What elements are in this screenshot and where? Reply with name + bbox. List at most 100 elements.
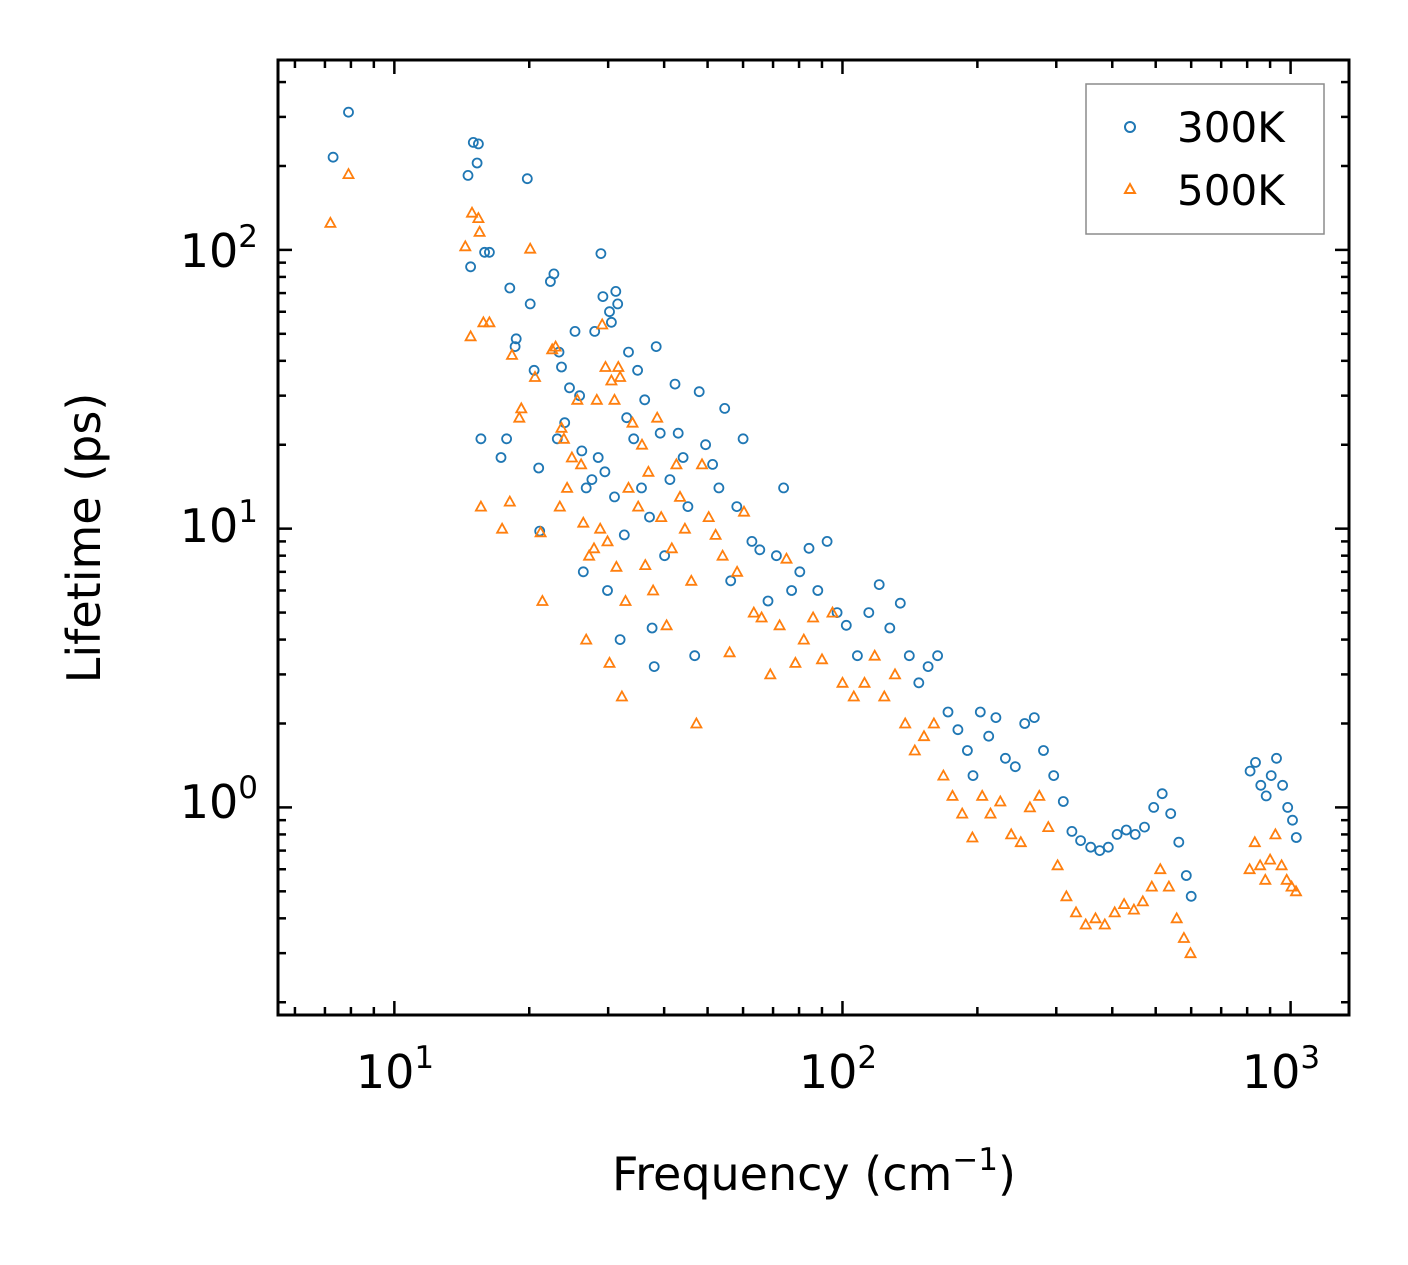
data-point-300k — [650, 341, 662, 353]
data-point-500k — [602, 656, 617, 668]
data-point-300k — [471, 157, 483, 169]
data-point-300k — [974, 706, 986, 718]
series-500k — [323, 167, 1303, 959]
data-point-500k — [595, 317, 609, 330]
data-point-500k — [641, 464, 655, 477]
data-point-500k — [611, 360, 625, 372]
data-point-500k — [1014, 835, 1028, 848]
data-point-300k — [1173, 836, 1185, 848]
data-point-300k — [597, 291, 609, 303]
data-point-500k — [723, 645, 737, 658]
data-point-500k — [473, 225, 487, 237]
data-point-500k — [1243, 862, 1257, 875]
data-point-500k — [528, 370, 542, 382]
data-point-500k — [482, 315, 496, 328]
data-point-500k — [512, 410, 526, 423]
data-point-500k — [1170, 911, 1184, 924]
data-point-300k — [1265, 770, 1277, 781]
data-point-300k — [648, 661, 660, 672]
data-point-300k — [1057, 796, 1069, 807]
data-point-300k — [922, 661, 934, 672]
data-point-500k — [582, 548, 596, 561]
data-point-500k — [593, 521, 607, 534]
data-point-500k — [669, 457, 683, 470]
data-point-300k — [589, 325, 601, 337]
data-point-500k — [565, 450, 579, 463]
data-point-500k — [474, 499, 488, 512]
y-tick-label-10: 101 — [180, 494, 258, 553]
data-point-500k — [618, 594, 633, 606]
legend-marker-500k — [1123, 181, 1137, 194]
data-point-300k — [343, 106, 354, 118]
data-point-300k — [967, 770, 979, 781]
data-point-500k — [945, 789, 960, 801]
data-point-500k — [975, 789, 989, 801]
data-point-500k — [689, 716, 703, 729]
data-point-300k — [646, 622, 658, 634]
data-point-300k — [840, 619, 852, 631]
data-point-500k — [557, 431, 571, 444]
data-point-500k — [877, 689, 891, 702]
data-point-300k — [1102, 841, 1114, 853]
data-point-300k — [983, 730, 995, 742]
data-point-500k — [587, 541, 601, 554]
data-point-300k — [1028, 712, 1040, 723]
data-point-300k — [952, 724, 964, 736]
data-point-300k — [1165, 808, 1177, 819]
data-point-300k — [1260, 790, 1272, 802]
data-point-500k — [646, 583, 660, 596]
data-point-500k — [908, 743, 922, 756]
data-point-500k — [554, 420, 569, 433]
data-point-500k — [503, 494, 517, 507]
data-point-300k — [618, 529, 630, 541]
data-point-300k — [682, 501, 694, 513]
data-point-500k — [1177, 931, 1191, 943]
data-point-300k — [754, 544, 766, 556]
x-tick-label-10: 101 — [356, 1040, 434, 1099]
data-point-300k — [1066, 826, 1078, 837]
data-point-300k — [746, 536, 758, 547]
data-point-500k — [464, 329, 478, 342]
data-point-500k — [570, 392, 584, 405]
data-point-500k — [716, 548, 730, 561]
data-point-300k — [462, 169, 474, 181]
data-point-300k — [669, 378, 681, 390]
data-points-layer — [323, 106, 1303, 959]
data-point-300k — [852, 650, 863, 662]
data-point-500k — [763, 667, 777, 680]
data-point-300k — [533, 462, 545, 474]
data-point-500k — [635, 437, 649, 450]
plot-frame — [276, 58, 1351, 1017]
data-point-300k — [1139, 821, 1150, 833]
data-point-300k — [737, 433, 749, 445]
data-point-500k — [1127, 902, 1141, 915]
data-point-300k — [1075, 835, 1086, 846]
data-point-500k — [898, 716, 912, 729]
data-point-300k — [771, 550, 782, 562]
data-point-300k — [707, 458, 718, 470]
data-point-500k — [604, 373, 618, 386]
data-point-300k — [942, 706, 954, 718]
data-point-300k — [1287, 814, 1298, 826]
data-point-300k — [465, 261, 477, 273]
data-point-500k — [773, 618, 787, 631]
data-point-500k — [1136, 894, 1150, 907]
data-point-300k — [639, 394, 651, 406]
data-point-500k — [465, 205, 479, 218]
data-point-300k — [564, 382, 575, 394]
data-point-500k — [341, 167, 356, 179]
data-point-500k — [613, 370, 627, 382]
data-point-500k — [471, 211, 485, 223]
data-point-300k — [654, 427, 666, 439]
data-point-300k — [548, 268, 560, 280]
data-point-500k — [545, 342, 559, 355]
data-point-300k — [612, 298, 624, 310]
data-point-300k — [1156, 788, 1168, 800]
data-point-300k — [672, 427, 684, 439]
data-point-300k — [1271, 752, 1282, 764]
data-point-500k — [553, 499, 567, 512]
data-point-300k — [599, 466, 611, 478]
x-tick-label-1000: 103 — [1242, 1040, 1320, 1099]
data-point-500k — [660, 618, 674, 631]
